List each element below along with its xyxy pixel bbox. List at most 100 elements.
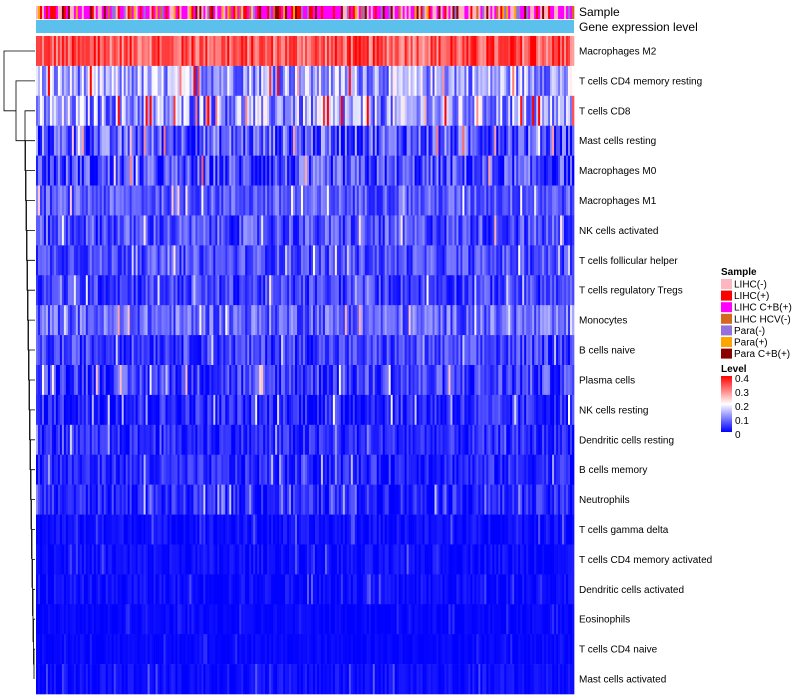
heatmap-cell <box>338 335 342 366</box>
heatmap-cell <box>191 215 194 246</box>
heatmap-cell <box>201 125 204 156</box>
heatmap-cell <box>149 215 152 246</box>
heatmap-cell <box>464 36 467 67</box>
heatmap-cell <box>518 36 521 67</box>
heatmap-cell <box>101 125 105 156</box>
heatmap-cell <box>59 185 63 216</box>
heatmap-cell <box>548 275 551 306</box>
heatmap-cell <box>430 365 433 396</box>
sample-annotation-cell <box>247 6 250 19</box>
heatmap-cell <box>189 215 192 246</box>
heatmap-cell <box>111 36 115 67</box>
heatmap-cell <box>297 514 300 545</box>
heatmap-cell <box>287 245 290 276</box>
heatmap-cell <box>177 335 180 366</box>
heatmap-cell <box>542 424 545 456</box>
heatmap-cell <box>185 65 188 97</box>
heatmap-cell <box>408 484 411 515</box>
heatmap-cell <box>167 394 170 426</box>
heatmap-cell <box>171 65 174 97</box>
heatmap-cell <box>81 514 85 545</box>
heatmap-cell <box>185 95 188 127</box>
heatmap-cell <box>366 424 370 456</box>
heatmap-cell <box>470 215 473 246</box>
heatmap-cell <box>516 335 519 366</box>
heatmap-cell <box>458 394 461 426</box>
heatmap-cell <box>482 454 485 485</box>
heatmap-cell <box>418 275 421 306</box>
heatmap-cell <box>466 125 469 156</box>
heatmap-cell <box>434 365 437 396</box>
heatmap-cell <box>466 484 469 515</box>
heatmap-cell <box>370 305 374 336</box>
heatmap-cell <box>191 125 194 156</box>
heatmap-cell <box>293 424 296 456</box>
heatmap-cell <box>181 215 184 246</box>
sample-annotation-cell <box>508 6 511 19</box>
heatmap-cell <box>532 424 535 456</box>
heatmap-cell <box>384 185 388 216</box>
heatmap-cell <box>213 335 216 366</box>
heatmap-cell <box>217 335 220 366</box>
heatmap-cell <box>330 155 334 186</box>
heatmap-cell <box>370 454 374 485</box>
heatmap-cell <box>448 365 451 396</box>
heatmap-cell <box>374 275 378 306</box>
heatmap-cell <box>97 125 101 156</box>
heatmap-cell <box>446 275 449 306</box>
heatmap-cell <box>37 484 41 515</box>
heatmap-cell <box>362 95 366 127</box>
heatmap-cell <box>113 335 117 366</box>
heatmap-cell <box>179 215 182 246</box>
sample-annotation-cell <box>428 6 431 19</box>
heatmap-cell <box>366 275 370 306</box>
heatmap-cell <box>370 335 374 366</box>
heatmap-cell <box>253 514 256 545</box>
heatmap-cell <box>306 245 310 276</box>
heatmap-cell <box>285 365 288 396</box>
heatmap-cell <box>285 215 288 246</box>
heatmap-cell <box>560 335 563 366</box>
heatmap-cell <box>554 65 557 97</box>
heatmap-cell <box>243 275 246 306</box>
heatmap-cell <box>444 95 447 127</box>
heatmap-cell <box>175 275 178 306</box>
heatmap-cell <box>388 185 392 216</box>
heatmap-cell <box>504 514 507 545</box>
heatmap-cell <box>316 185 320 216</box>
heatmap-cell <box>364 125 368 156</box>
heatmap-cell <box>540 245 543 276</box>
heatmap-cell <box>426 65 429 97</box>
heatmap-cell <box>173 65 176 97</box>
heatmap-cell <box>394 185 398 216</box>
heatmap-cell <box>253 484 256 515</box>
heatmap-cell <box>113 424 117 456</box>
heatmap-cell <box>131 365 134 396</box>
heatmap-cell <box>95 125 99 156</box>
heatmap-cell <box>263 394 266 426</box>
heatmap-cell <box>43 155 47 186</box>
heatmap-cell <box>414 65 417 97</box>
heatmap-cell <box>103 36 107 67</box>
heatmap-cell <box>39 394 43 426</box>
heatmap-cell <box>362 394 366 426</box>
heatmap-cell <box>560 36 563 67</box>
heatmap-cell <box>512 245 515 276</box>
heatmap-cell <box>524 155 527 186</box>
heatmap-cell <box>87 514 91 545</box>
heatmap-cell <box>330 95 334 127</box>
heatmap-cell <box>484 335 487 366</box>
heatmap-cell <box>356 155 360 186</box>
heatmap-cell <box>117 65 121 97</box>
heatmap-cell <box>362 245 366 276</box>
heatmap-cell <box>67 275 71 306</box>
heatmap-cell <box>378 185 382 216</box>
heatmap-cell <box>472 95 475 127</box>
heatmap-cell <box>556 335 559 366</box>
heatmap-cell <box>105 245 109 276</box>
heatmap-cell <box>346 275 350 306</box>
heatmap-cell <box>151 185 154 216</box>
heatmap-cell <box>99 36 103 67</box>
heatmap-cell <box>113 215 117 246</box>
heatmap-cell <box>193 454 196 485</box>
